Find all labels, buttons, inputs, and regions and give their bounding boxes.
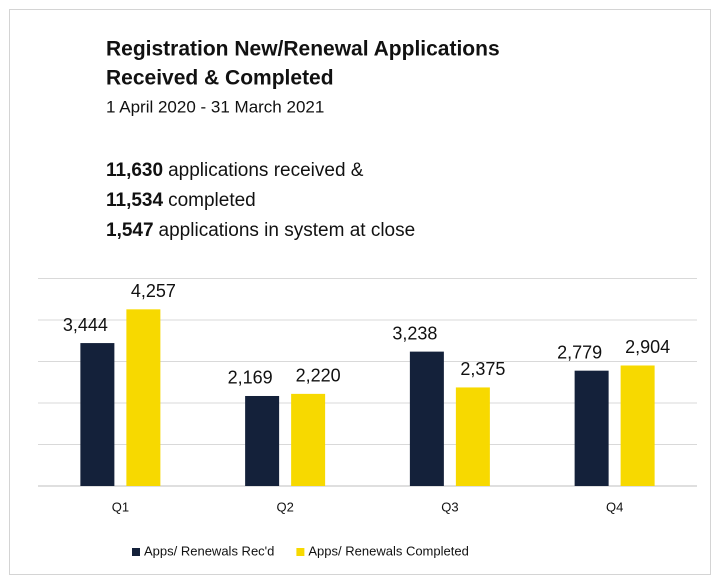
bar: [574, 370, 609, 486]
bar: [620, 365, 655, 486]
annotation-value: 11,630: [106, 160, 163, 181]
annotation: 11,534 completed: [106, 190, 256, 211]
value-label: 3,444: [63, 315, 108, 335]
bar: [409, 351, 444, 486]
bar: [245, 395, 280, 486]
value-label: 2,375: [460, 359, 505, 379]
x-tick-label: Q2: [276, 499, 293, 514]
annotation-text: applications in system at close: [159, 220, 416, 241]
annotation: 11,630 applications received &: [106, 160, 364, 181]
bar: [126, 309, 161, 486]
legend-label: Apps/ Renewals Rec'd: [144, 543, 274, 558]
chart-title: Registration New/Renewal Applications: [106, 38, 500, 61]
value-label: 2,169: [228, 368, 273, 388]
chart-title: Received & Completed: [106, 67, 334, 90]
bar: [80, 343, 115, 486]
chart-subtitle: 1 April 2020 - 31 March 2021: [106, 97, 324, 116]
legend-swatch: [296, 548, 305, 556]
annotation-text: applications received &: [168, 160, 364, 181]
value-label: 2,779: [557, 342, 602, 362]
x-tick-label: Q3: [441, 499, 458, 514]
annotation-text: completed: [168, 190, 256, 211]
value-label: 4,257: [131, 281, 176, 301]
annotation-value: 1,547: [106, 220, 154, 241]
annotation-value: 11,534: [106, 190, 163, 211]
x-tick-label: Q4: [606, 499, 623, 514]
bar: [291, 393, 326, 486]
annotation: 1,547 applications in system at close: [106, 220, 415, 241]
value-label: 2,904: [625, 337, 670, 357]
bar: [455, 387, 490, 486]
legend-label: Apps/ Renewals Completed: [308, 543, 468, 558]
value-label: 2,220: [296, 366, 341, 386]
chart-frame: [9, 9, 711, 575]
x-tick-label: Q1: [112, 499, 129, 514]
value-label: 3,238: [392, 323, 437, 343]
legend-swatch: [132, 548, 140, 556]
